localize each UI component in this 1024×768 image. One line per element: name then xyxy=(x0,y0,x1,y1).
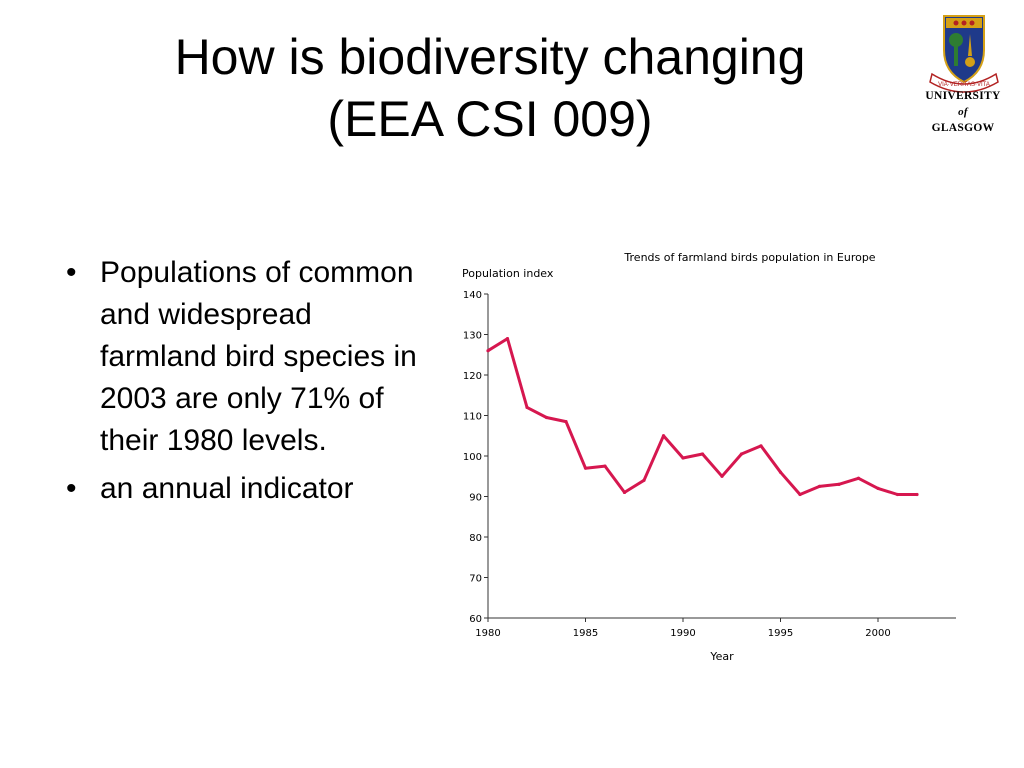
series-line xyxy=(487,337,917,496)
crest-icon: VIA·VERITAS·VITA xyxy=(929,15,999,93)
y-tick-label: 130 xyxy=(463,331,482,342)
y-tick-label: 90 xyxy=(469,493,482,504)
data-point xyxy=(642,478,646,482)
x-axis-label: Year xyxy=(709,650,734,663)
data-point xyxy=(739,452,744,456)
logo-motto: VIA·VERITAS·VITA xyxy=(938,82,990,88)
y-tick-label: 110 xyxy=(463,412,482,423)
bullet-item: • Populations of common and widespread f… xyxy=(60,252,420,462)
bullet-dot: • xyxy=(66,256,77,289)
y-tick-label: 120 xyxy=(463,371,482,382)
y-tick-label: 60 xyxy=(469,614,482,625)
slide-title: How is biodiversity changing (EEA CSI 00… xyxy=(60,26,920,150)
data-point xyxy=(720,474,724,478)
data-point xyxy=(583,466,588,470)
bullet-item: • an annual indicator xyxy=(60,468,420,510)
axes: 60 70 80 90 100 110 120 130 140 1980 1985 1990 1995 2… xyxy=(463,290,956,639)
data-point xyxy=(798,492,802,497)
slide-title-line2: (EEA CSI 009) xyxy=(327,91,653,147)
x-tick-label: 2000 xyxy=(865,628,890,639)
data-point xyxy=(895,492,900,497)
x-tick-label: 1985 xyxy=(573,628,598,639)
data-point xyxy=(856,476,861,480)
data-point xyxy=(759,444,763,448)
y-tick-label: 100 xyxy=(463,452,482,463)
data-point xyxy=(622,490,627,495)
y-axis-label: Population index xyxy=(462,267,554,280)
y-tick-label: 80 xyxy=(469,533,482,544)
university-logo: VIA·VERITAS·VITA UNIVERSITY of GLASGOW xyxy=(912,10,1014,150)
logo-line-of: of xyxy=(958,106,968,118)
x-tick-label: 1980 xyxy=(475,628,500,639)
x-tick-label: 1995 xyxy=(768,628,793,639)
data-point xyxy=(681,456,685,460)
data-point xyxy=(778,470,783,474)
bullet-list: • Populations of common and widespread f… xyxy=(60,252,420,516)
data-point xyxy=(700,452,705,456)
data-point xyxy=(817,484,822,488)
data-point xyxy=(505,336,510,341)
logo-line-glasgow: GLASGOW xyxy=(931,122,995,134)
data-point xyxy=(876,486,880,490)
slide-title-line1: How is biodiversity changing xyxy=(174,29,806,85)
data-point xyxy=(525,405,529,409)
bullet-dot: • xyxy=(66,472,77,505)
data-point xyxy=(915,492,919,497)
logo-line-university: UNIVERSITY xyxy=(925,90,1001,102)
series-group xyxy=(486,336,919,497)
population-chart: Trends of farmland birds population in E… xyxy=(462,251,956,663)
data-point xyxy=(603,464,607,468)
bullet-text: Populations of common and widespread far… xyxy=(100,256,417,457)
data-point xyxy=(661,434,666,438)
chart-title: Trends of farmland birds population in E… xyxy=(623,251,875,264)
data-point xyxy=(544,415,549,420)
bullet-text: an annual indicator xyxy=(100,472,354,505)
data-point xyxy=(837,482,841,486)
x-tick-label: 1990 xyxy=(670,628,695,639)
y-tick-label: 140 xyxy=(463,290,482,301)
data-point xyxy=(564,419,568,424)
data-point xyxy=(486,349,490,353)
y-tick-label: 70 xyxy=(469,574,482,585)
